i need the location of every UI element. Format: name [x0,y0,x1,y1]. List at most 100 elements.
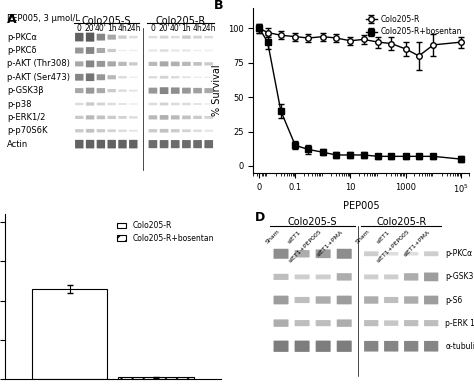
FancyBboxPatch shape [75,116,83,119]
Text: p-PKCδ: p-PKCδ [7,46,36,55]
FancyBboxPatch shape [364,320,378,326]
FancyBboxPatch shape [204,88,213,93]
FancyBboxPatch shape [118,116,127,119]
Text: α-tubulin: α-tubulin [446,342,474,351]
Text: 40': 40' [169,24,181,33]
Text: Sham: Sham [355,229,371,245]
FancyBboxPatch shape [148,115,157,120]
Text: 1h: 1h [107,24,117,33]
FancyBboxPatch shape [160,140,168,148]
FancyBboxPatch shape [171,62,180,66]
FancyBboxPatch shape [182,62,191,66]
FancyBboxPatch shape [171,87,180,94]
FancyBboxPatch shape [204,36,213,38]
FancyBboxPatch shape [364,274,378,279]
FancyBboxPatch shape [118,140,127,148]
FancyBboxPatch shape [97,129,105,132]
FancyBboxPatch shape [160,76,168,79]
Bar [32,289,108,379]
FancyBboxPatch shape [118,89,127,92]
FancyBboxPatch shape [171,103,180,105]
Text: p-S6: p-S6 [446,296,463,305]
FancyBboxPatch shape [97,115,105,119]
Bar [118,377,194,379]
Text: p-GSK3β: p-GSK3β [446,272,474,281]
FancyBboxPatch shape [129,77,137,78]
Text: p-GSK3β: p-GSK3β [7,86,44,95]
Text: p-AKT (Thr308): p-AKT (Thr308) [7,59,70,68]
Text: Colo205-S: Colo205-S [82,16,131,26]
FancyBboxPatch shape [182,76,191,78]
FancyBboxPatch shape [273,319,289,327]
FancyBboxPatch shape [316,274,331,279]
FancyBboxPatch shape [86,115,94,120]
FancyBboxPatch shape [193,140,202,148]
FancyBboxPatch shape [129,140,137,148]
FancyBboxPatch shape [75,140,83,148]
FancyBboxPatch shape [295,297,310,303]
FancyBboxPatch shape [204,77,213,78]
FancyBboxPatch shape [129,36,137,38]
FancyBboxPatch shape [97,140,105,148]
Text: Actin: Actin [7,140,28,149]
FancyBboxPatch shape [273,341,289,352]
Legend: Colo205-R, Colo205-R+bosentan: Colo205-R, Colo205-R+bosentan [363,12,465,39]
Text: 4h: 4h [193,24,202,33]
FancyBboxPatch shape [129,116,137,118]
FancyBboxPatch shape [148,129,157,132]
FancyBboxPatch shape [404,341,419,351]
Text: p-ERK 1/2: p-ERK 1/2 [446,319,474,328]
FancyBboxPatch shape [171,36,180,38]
FancyBboxPatch shape [108,49,116,52]
Text: D: D [255,211,265,224]
FancyBboxPatch shape [97,103,105,105]
FancyBboxPatch shape [424,341,438,351]
FancyBboxPatch shape [424,320,438,326]
FancyBboxPatch shape [295,320,310,326]
Text: 1h: 1h [182,24,191,33]
FancyBboxPatch shape [129,62,137,65]
FancyBboxPatch shape [148,103,157,105]
FancyBboxPatch shape [118,130,127,132]
FancyBboxPatch shape [108,34,116,39]
FancyBboxPatch shape [316,296,331,304]
FancyBboxPatch shape [193,77,202,78]
FancyBboxPatch shape [97,34,105,41]
FancyBboxPatch shape [273,274,289,280]
FancyBboxPatch shape [97,88,105,93]
FancyBboxPatch shape [204,62,213,65]
FancyBboxPatch shape [295,250,310,257]
FancyBboxPatch shape [75,74,83,80]
Text: p-PKCα: p-PKCα [7,33,37,42]
Text: p-AKT (Ser473): p-AKT (Ser473) [7,73,70,82]
FancyBboxPatch shape [193,88,202,93]
FancyBboxPatch shape [316,320,331,326]
Text: siET1: siET1 [376,229,391,244]
FancyBboxPatch shape [337,249,352,259]
FancyBboxPatch shape [193,50,202,51]
Text: p-ERK1/2: p-ERK1/2 [7,113,46,122]
X-axis label: PEP005: PEP005 [343,200,380,211]
Text: 0: 0 [77,24,82,33]
FancyBboxPatch shape [384,297,398,303]
FancyBboxPatch shape [148,140,157,148]
Text: p-p70S6K: p-p70S6K [7,126,47,135]
Text: Colo205-S: Colo205-S [288,217,337,228]
FancyBboxPatch shape [108,140,116,148]
FancyBboxPatch shape [295,341,310,352]
FancyBboxPatch shape [193,103,202,105]
FancyBboxPatch shape [384,274,398,279]
Text: p-p38: p-p38 [7,99,31,108]
FancyBboxPatch shape [129,130,137,132]
FancyBboxPatch shape [171,140,180,148]
FancyBboxPatch shape [160,103,168,105]
FancyBboxPatch shape [404,296,419,304]
FancyBboxPatch shape [86,88,94,94]
FancyBboxPatch shape [193,116,202,119]
Text: A: A [7,13,17,26]
Text: siET1+PMA: siET1+PMA [403,229,431,257]
FancyBboxPatch shape [337,273,352,281]
FancyBboxPatch shape [108,89,116,92]
FancyBboxPatch shape [86,47,94,54]
Text: PEP005, 3 μmol/L: PEP005, 3 μmol/L [7,14,80,23]
